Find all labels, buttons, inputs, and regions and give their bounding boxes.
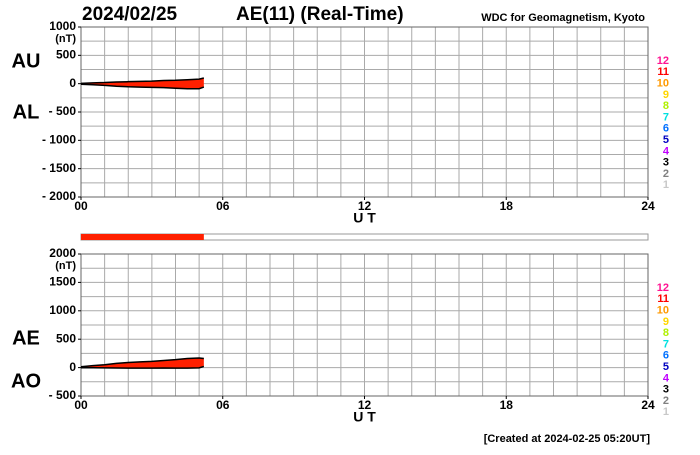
- series-label: AE: [12, 327, 40, 349]
- station-legend-label: 11: [657, 293, 669, 305]
- y-tick-label: 0: [69, 76, 76, 90]
- station-legend-label: 8: [663, 327, 669, 339]
- x-tick-label: 06: [216, 199, 230, 213]
- y-unit: (nT): [55, 260, 76, 272]
- y-tick-label: 1000: [49, 19, 76, 33]
- source: WDC for Geomagnetism, Kyoto: [481, 12, 645, 24]
- station-legend-label: 4: [663, 145, 670, 157]
- title: AE(11) (Real-Time): [236, 4, 404, 25]
- x-tick-label: 18: [500, 398, 514, 412]
- station-legend-label: 3: [663, 157, 669, 169]
- x-tick-label: 24: [641, 398, 655, 412]
- x-tick-label: 12: [358, 199, 372, 213]
- station-legend-label: 12: [657, 55, 669, 67]
- station-legend-label: 3: [663, 384, 669, 396]
- x-tick-label: 12: [358, 398, 372, 412]
- y-tick-label: - 500: [49, 104, 77, 118]
- footer: [Created at 2024-02-25 05:20UT]: [484, 433, 651, 445]
- series-label: AU: [12, 50, 41, 72]
- band-fill: [81, 357, 204, 369]
- y-tick-label: 2000: [49, 246, 76, 260]
- series-line: [80, 83, 205, 90]
- y-tick-label: - 2000: [42, 189, 76, 203]
- station-legend-label: 9: [663, 89, 669, 101]
- y-tick-label: 1000: [49, 303, 76, 317]
- station-legend-label: 6: [663, 350, 669, 362]
- series-line: [80, 357, 204, 368]
- series-label: AL: [13, 101, 40, 123]
- series-label: AO: [11, 370, 41, 392]
- station-legend-label: 2: [663, 168, 669, 180]
- station-legend-label: 10: [657, 305, 669, 317]
- station-legend-label: 7: [663, 111, 669, 123]
- y-tick-label: - 1500: [42, 161, 76, 175]
- station-legend-label: 6: [663, 123, 669, 135]
- station-legend-label: 1: [663, 179, 669, 191]
- series-line: [81, 365, 205, 369]
- station-legend-label: 7: [663, 338, 669, 350]
- y-tick-label: 500: [56, 331, 76, 345]
- station-legend-label: 10: [657, 78, 669, 90]
- y-tick-label: 1500: [49, 275, 76, 289]
- date: 2024/02/25: [82, 4, 178, 25]
- station-legend-label: 5: [663, 134, 669, 146]
- station-legend-label: 5: [663, 361, 669, 373]
- x-axis-label: U T: [353, 210, 376, 226]
- x-tick-label: 06: [216, 398, 230, 412]
- station-legend-label: 1: [663, 406, 669, 418]
- y-tick-label: 0: [69, 360, 76, 374]
- x-tick-label: 24: [641, 199, 655, 213]
- y-tick-label: - 1000: [42, 133, 76, 147]
- station-legend-label: 9: [663, 316, 669, 328]
- x-tick-label: 00: [74, 398, 88, 412]
- x-tick-label: 00: [74, 199, 88, 213]
- station-legend-label: 12: [657, 282, 669, 294]
- series-line: [80, 77, 205, 85]
- station-legend-label: 8: [663, 100, 669, 112]
- station-legend-label: 2: [663, 395, 669, 407]
- y-tick-label: - 500: [49, 388, 77, 402]
- x-tick-label: 18: [500, 199, 514, 213]
- x-axis-label: U T: [353, 409, 376, 425]
- coverage-bar: [81, 234, 204, 240]
- y-unit: (nT): [55, 33, 76, 45]
- station-legend-label: 11: [657, 66, 669, 78]
- y-tick-label: 500: [56, 48, 76, 62]
- station-legend-label: 4: [663, 372, 670, 384]
